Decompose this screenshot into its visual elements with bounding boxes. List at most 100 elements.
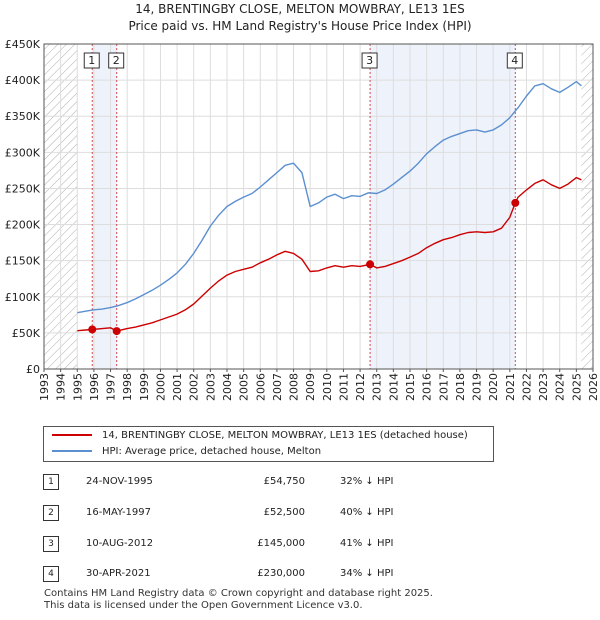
legend: 14, BRENTINGBY CLOSE, MELTON MOWBRAY, LE… (43, 426, 494, 462)
x-tick-label: 2012 (354, 373, 367, 401)
sale-row: 2 16-MAY-1997 £52,500 40% ↓ HPI (40, 503, 460, 523)
legend-item-hpi: HPI: Average price, detached house, Melt… (52, 444, 321, 460)
hpi-series-line (77, 80, 582, 314)
sale-row: 4 30-APR-2021 £230,000 34% ↓ HPI (40, 564, 460, 584)
x-tick-label: 2002 (188, 373, 201, 401)
y-tick-label: £450K (5, 38, 41, 51)
sale-date: 24-NOV-1995 (86, 476, 153, 487)
sale-date: 10-AUG-2012 (86, 538, 154, 549)
title-line-1: 14, BRENTINGBY CLOSE, MELTON MOWBRAY, LE… (135, 2, 465, 16)
sale-marker-number: 3 (366, 54, 373, 67)
sale-points (88, 198, 520, 336)
sale-number: 3 (43, 536, 59, 552)
price-chart: 1 2 3 4 £0 £50K £100K £150K £200K £250K £300K £350… (5, 38, 600, 401)
x-tick-label: 2023 (537, 373, 550, 401)
legend-swatch-property (52, 434, 92, 436)
shaded-period (370, 44, 516, 369)
y-tick-label: £250K (5, 182, 41, 195)
x-tick-label: 1998 (121, 373, 134, 401)
sale-point (112, 327, 121, 336)
x-tick-label: 2007 (271, 373, 284, 401)
sale-date: 30-APR-2021 (86, 568, 151, 579)
footer: Contains HM Land Registry data © Crown c… (44, 588, 433, 612)
sale-point (366, 260, 375, 269)
x-tick-label: 2000 (154, 373, 167, 401)
sale-hpi-diff: 41% ↓ HPI (340, 538, 394, 549)
x-tick-label: 2008 (288, 373, 301, 401)
x-tick-label: 2014 (387, 373, 400, 401)
x-tick-label: 1996 (88, 373, 101, 401)
y-tick-label: £400K (5, 74, 41, 87)
sale-marker-box (83, 52, 100, 69)
x-tick-label: 2025 (570, 373, 583, 401)
x-tick-label: 2003 (204, 373, 217, 401)
legend-label-hpi: HPI: Average price, detached house, Melt… (102, 446, 322, 457)
y-tick-label: £150K (5, 255, 41, 268)
sale-point (88, 325, 97, 334)
sale-number: 4 (43, 566, 59, 582)
x-tick-label: 1997 (105, 373, 118, 401)
x-tick-label: 2016 (421, 373, 434, 401)
sale-hpi-diff: 40% ↓ HPI (340, 507, 394, 518)
x-tick-label: 2024 (554, 373, 567, 401)
x-tick-label: 2020 (487, 373, 500, 401)
sale-marker-box (108, 52, 125, 69)
shaded-period (92, 44, 117, 369)
y-tick-label: £200K (5, 219, 41, 232)
grid-lines (43, 43, 594, 370)
sale-number: 1 (43, 474, 59, 490)
y-tick-label: £100K (5, 291, 41, 304)
x-tick-label: 1995 (71, 373, 84, 401)
plot-border (43, 43, 594, 370)
x-tick-label: 1993 (38, 373, 51, 401)
sale-row: 1 24-NOV-1995 £54,750 32% ↓ HPI (40, 472, 460, 492)
sale-price: £54,750 (263, 476, 305, 487)
x-tick-label: 2010 (321, 373, 334, 401)
sale-row: 3 10-AUG-2012 £145,000 41% ↓ HPI (40, 534, 460, 554)
sale-marker-number: 4 (511, 54, 518, 67)
x-tick-label: 2015 (404, 373, 417, 401)
series-lines (77, 80, 582, 332)
sale-hpi-diff: 32% ↓ HPI (340, 476, 394, 487)
legend-label-property: 14, BRENTINGBY CLOSE, MELTON MOWBRAY, LE… (102, 430, 468, 441)
x-tick-label: 2026 (587, 373, 600, 401)
sale-number: 2 (43, 505, 59, 521)
x-tick-label: 2004 (221, 373, 234, 401)
x-axis: 1993 1994 1995 1996 1997 1998 1999 2000 2001 2002… (38, 369, 600, 401)
x-tick-label: 2005 (238, 373, 251, 401)
sale-point (511, 198, 520, 207)
sale-marker-box (506, 52, 523, 69)
x-tick-label: 2011 (337, 373, 350, 401)
sale-marker-box (361, 52, 378, 69)
x-tick-label: 2006 (254, 373, 267, 401)
sale-marker-label: 2 (108, 52, 125, 69)
sale-price: £230,000 (257, 568, 305, 579)
y-tick-label: £300K (5, 146, 41, 159)
sale-period-shading (92, 44, 516, 369)
sale-marker-number: 2 (113, 54, 120, 67)
legend-item-property: 14, BRENTINGBY CLOSE, MELTON MOWBRAY, LE… (52, 428, 468, 444)
y-tick-label: £50K (12, 327, 41, 340)
property-series-line (77, 176, 582, 332)
x-tick-label: 1999 (138, 373, 151, 401)
x-tick-label: 2001 (171, 373, 184, 401)
sale-hpi-diff: 34% ↓ HPI (340, 568, 394, 579)
footer-line-2: This data is licensed under the Open Gov… (44, 600, 363, 611)
x-tick-label: 2022 (520, 373, 533, 401)
legend-swatch-hpi (52, 450, 92, 452)
sale-marker-label: 3 (361, 52, 378, 69)
x-tick-label: 2009 (304, 373, 317, 401)
sale-date: 16-MAY-1997 (86, 507, 152, 518)
title-line-2: Price paid vs. HM Land Registry's House … (128, 19, 472, 33)
chart-title: 14, BRENTINGBY CLOSE, MELTON MOWBRAY, LE… (0, 0, 600, 35)
sale-marker-label: 4 (506, 52, 523, 69)
sale-marker-labels: 1 2 3 4 (83, 52, 523, 69)
sale-price: £145,000 (257, 538, 305, 549)
x-tick-label: 2021 (504, 373, 517, 401)
x-tick-label: 2017 (437, 373, 450, 401)
sale-marker-number: 1 (88, 54, 95, 67)
x-tick-label: 2013 (371, 373, 384, 401)
x-tick-label: 2018 (454, 373, 467, 401)
y-tick-label: £0 (26, 363, 40, 376)
x-tick-label: 1994 (55, 373, 68, 401)
